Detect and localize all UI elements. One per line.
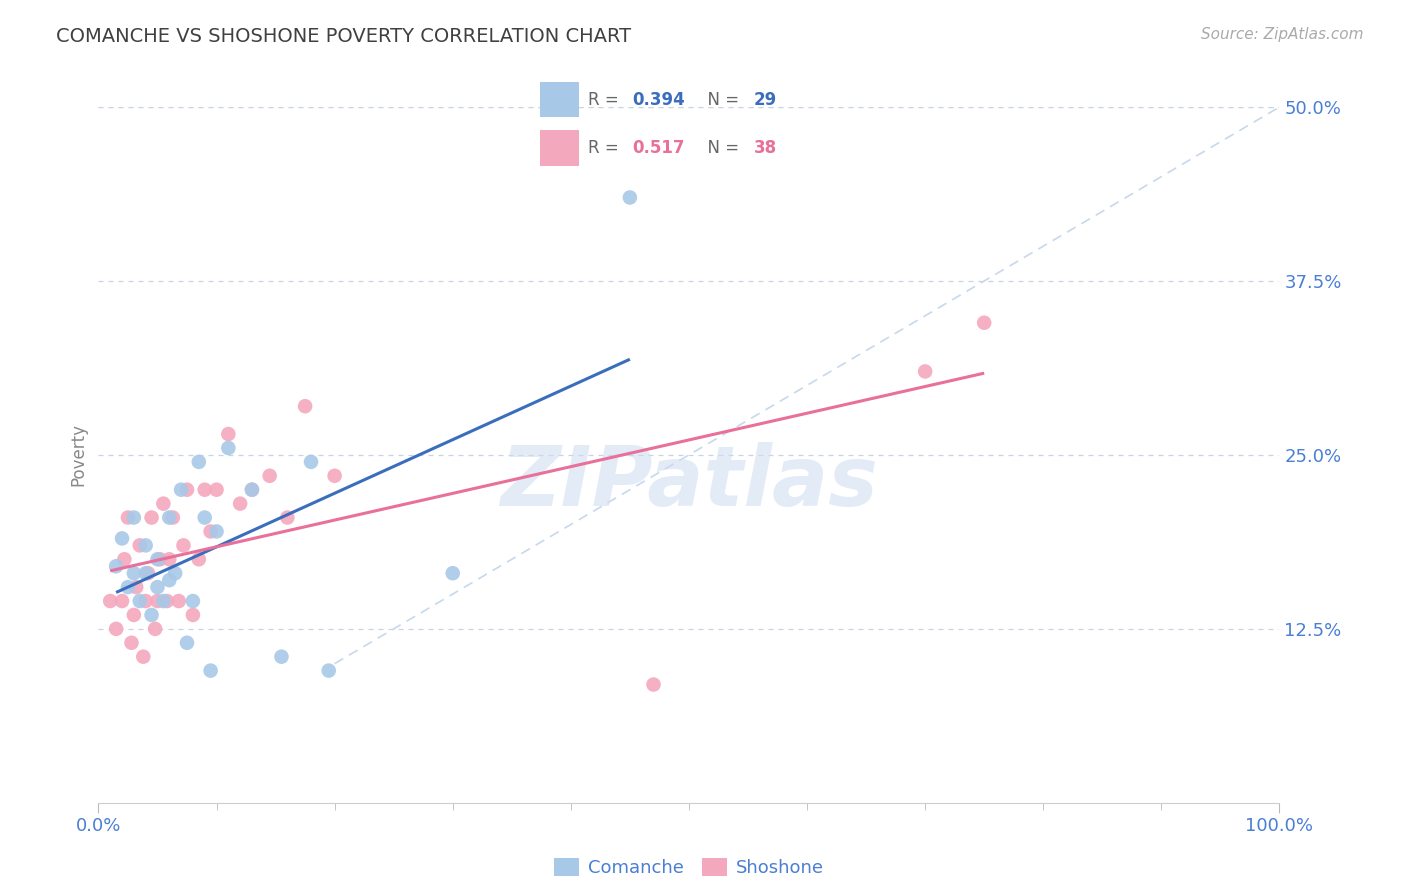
Point xyxy=(441,566,464,581)
FancyBboxPatch shape xyxy=(540,130,579,166)
Text: N =: N = xyxy=(697,91,745,109)
Point xyxy=(270,649,292,664)
Point xyxy=(259,468,281,483)
Point xyxy=(146,580,169,594)
Legend: Comanche, Shoshone: Comanche, Shoshone xyxy=(547,850,831,884)
Text: 0.394: 0.394 xyxy=(633,91,686,109)
Point xyxy=(294,399,316,413)
Point xyxy=(121,636,143,650)
Point xyxy=(194,510,217,524)
Point xyxy=(157,552,180,566)
Point xyxy=(172,538,194,552)
Point xyxy=(194,483,217,497)
Point xyxy=(157,573,180,587)
Point xyxy=(152,594,174,608)
Point xyxy=(973,316,995,330)
Point xyxy=(135,566,157,581)
Text: Source: ZipAtlas.com: Source: ZipAtlas.com xyxy=(1201,27,1364,42)
Point xyxy=(318,664,340,678)
Point xyxy=(105,622,128,636)
Point xyxy=(217,441,239,455)
Point xyxy=(136,566,159,581)
Point xyxy=(156,594,179,608)
Point xyxy=(187,552,209,566)
Point xyxy=(217,427,239,442)
Text: R =: R = xyxy=(588,91,624,109)
Point xyxy=(146,552,169,566)
Point xyxy=(135,594,157,608)
Point xyxy=(162,510,184,524)
Point xyxy=(157,510,180,524)
Point xyxy=(112,552,135,566)
Point xyxy=(643,677,665,691)
Point xyxy=(914,364,936,378)
Point xyxy=(619,190,641,204)
FancyBboxPatch shape xyxy=(540,82,579,118)
Point xyxy=(128,538,150,552)
Text: 0.517: 0.517 xyxy=(633,139,685,157)
Point xyxy=(152,497,174,511)
Point xyxy=(181,607,204,622)
Point xyxy=(167,594,190,608)
Point xyxy=(205,524,228,539)
Point xyxy=(240,483,263,497)
Point xyxy=(128,594,150,608)
Y-axis label: Poverty: Poverty xyxy=(69,424,87,486)
Point xyxy=(141,607,163,622)
Point xyxy=(299,455,322,469)
Point xyxy=(141,510,163,524)
Point xyxy=(122,510,145,524)
Point xyxy=(117,510,139,524)
Point xyxy=(146,594,169,608)
Point xyxy=(111,532,134,546)
Point xyxy=(165,566,187,581)
Point xyxy=(176,636,198,650)
Text: 38: 38 xyxy=(754,139,776,157)
Text: COMANCHE VS SHOSHONE POVERTY CORRELATION CHART: COMANCHE VS SHOSHONE POVERTY CORRELATION… xyxy=(56,27,631,45)
Point xyxy=(176,483,198,497)
Point xyxy=(170,483,193,497)
Point xyxy=(122,607,145,622)
Point xyxy=(125,580,148,594)
Point xyxy=(323,468,346,483)
Point xyxy=(200,524,222,539)
Point xyxy=(205,483,228,497)
Point xyxy=(149,552,172,566)
Point xyxy=(135,538,157,552)
Point xyxy=(240,483,263,497)
Text: R =: R = xyxy=(588,139,624,157)
Point xyxy=(229,497,252,511)
Text: N =: N = xyxy=(697,139,745,157)
Text: ZIPatlas: ZIPatlas xyxy=(501,442,877,524)
Point xyxy=(122,566,145,581)
Point xyxy=(276,510,298,524)
Point xyxy=(98,594,121,608)
Point xyxy=(200,664,222,678)
Point xyxy=(143,622,166,636)
Text: 29: 29 xyxy=(754,91,778,109)
Point xyxy=(105,559,128,574)
Point xyxy=(132,649,155,664)
Point xyxy=(117,580,139,594)
Point xyxy=(181,594,204,608)
Point xyxy=(111,594,134,608)
Point xyxy=(187,455,209,469)
